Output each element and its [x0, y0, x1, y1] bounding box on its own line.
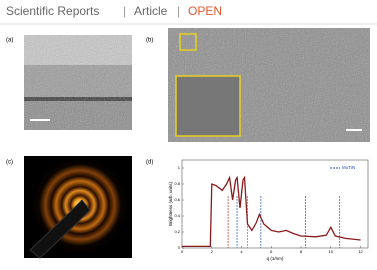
tem-noise: [24, 35, 132, 130]
brightness-curve: [182, 178, 361, 247]
panel-label: (c): [6, 160, 13, 166]
x-tick-label: 8: [300, 249, 303, 254]
x-tick-label: 4: [240, 249, 243, 254]
panel-label: (d): [146, 160, 153, 166]
x-tick-label: 10: [329, 249, 334, 254]
panel-label: (a): [6, 38, 13, 44]
separator: |: [177, 4, 180, 18]
y-tick-label: 0.8: [174, 181, 180, 186]
x-tick-label: 2: [211, 249, 214, 254]
separator: |: [123, 4, 126, 18]
panel-label: (b): [146, 38, 153, 44]
y-tick-label: 0.4: [174, 213, 180, 218]
open-access: OPEN: [188, 4, 222, 18]
figure: Scientific Reports | Article | OPEN (a) …: [0, 0, 377, 265]
y-tick-label: 0.6: [174, 197, 180, 202]
x-axis-label: q (1/nm): [267, 256, 284, 261]
y-tick-label: 0.2: [174, 229, 180, 234]
x-tick-label: 12: [358, 249, 363, 254]
y-axis-label: Brightness (arb. units): [168, 181, 173, 226]
x-tick-label: 6: [270, 249, 273, 254]
journal: Scientific Reports: [6, 4, 99, 18]
page: Scientific Reports | Article | OPEN (a) …: [0, 0, 377, 265]
legend-label: MoTiN: [342, 165, 355, 170]
x-tick-label: 0: [181, 249, 184, 254]
inset-zoom: [176, 76, 240, 136]
y-tick-label: 1: [178, 165, 181, 170]
plot-frame: [182, 160, 368, 248]
article-kind: Article: [134, 4, 168, 18]
